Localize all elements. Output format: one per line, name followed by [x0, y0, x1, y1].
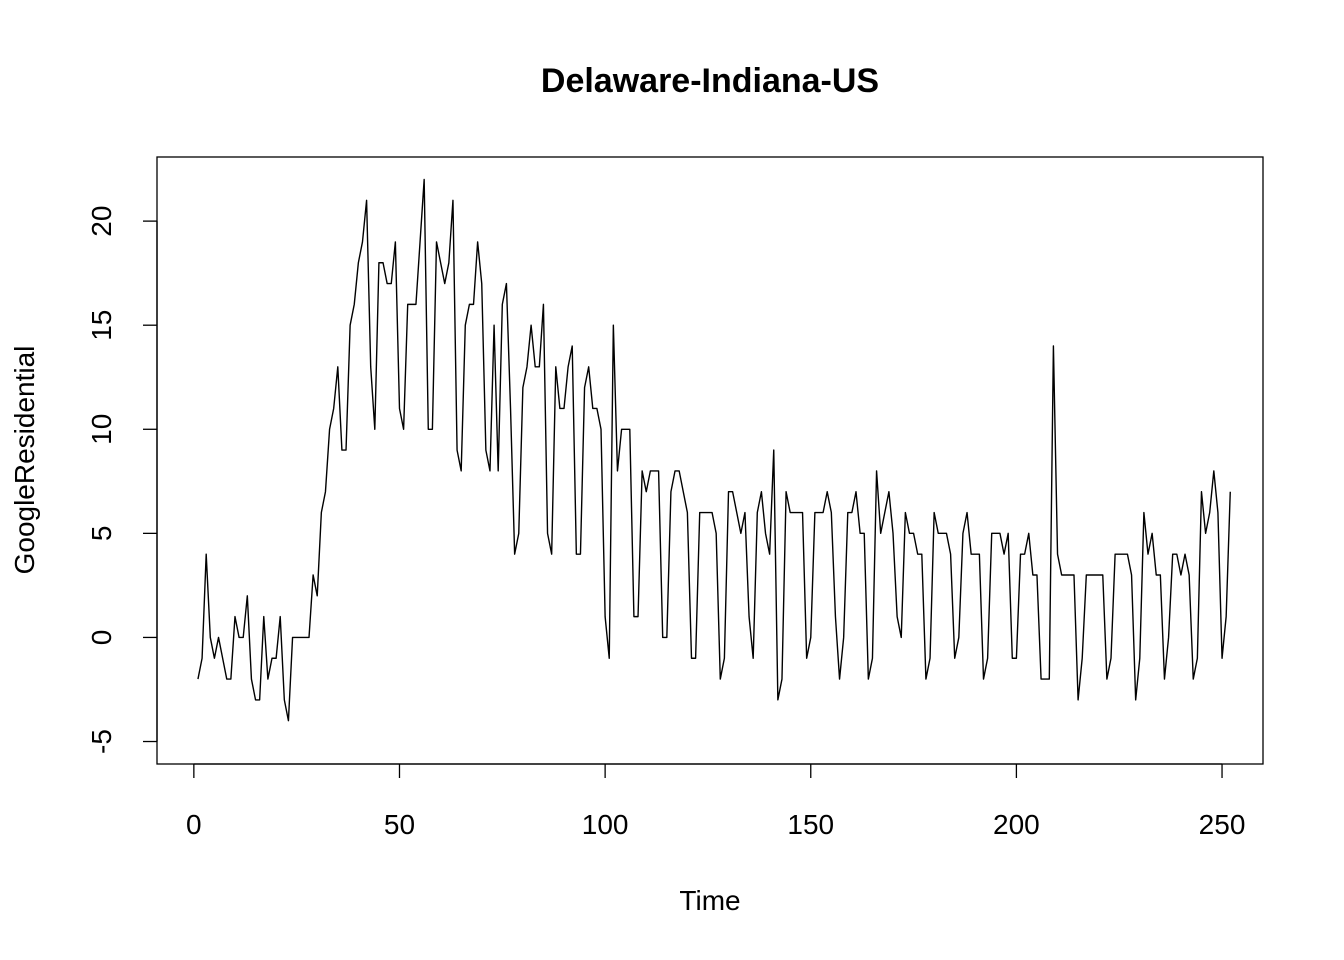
x-tick-label: 100	[582, 809, 629, 840]
x-tick-label: 0	[186, 809, 202, 840]
series-line	[197, 178, 1231, 722]
x-tick-label: 200	[993, 809, 1040, 840]
x-tick-label: 50	[384, 809, 415, 840]
y-tick-label: 10	[86, 414, 117, 445]
y-tick-label: 5	[86, 526, 117, 542]
y-tick-label: 15	[86, 310, 117, 341]
x-tick-label: 250	[1199, 809, 1246, 840]
x-axis: 0 50 100 150 200 250	[186, 763, 1246, 840]
x-tick-label: 150	[787, 809, 834, 840]
y-tick-label: -5	[86, 729, 117, 754]
y-tick-label: 20	[86, 206, 117, 237]
plot-area-border	[156, 156, 1264, 765]
y-axis: -5 0 5 10 15 20	[86, 206, 158, 754]
y-axis-label: GoogleResidential	[9, 346, 40, 575]
y-tick-label: 0	[86, 630, 117, 646]
chart-title: Delaware-Indiana-US	[541, 62, 879, 100]
x-axis-label: Time	[679, 885, 740, 916]
